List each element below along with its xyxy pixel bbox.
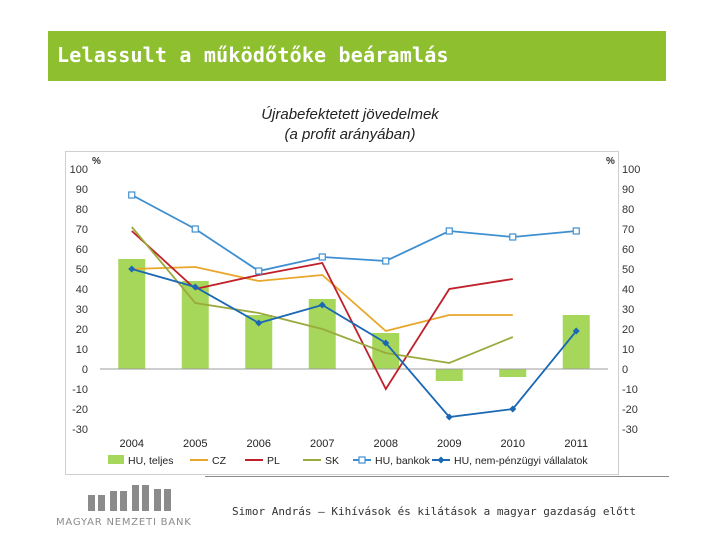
y-tick-left: 60: [76, 244, 88, 256]
point-marker: [318, 301, 326, 309]
series-line: [131, 194, 577, 272]
chart-frame: [65, 151, 619, 475]
y-tick-right: 100: [622, 164, 640, 176]
y-tick-right: 0: [622, 364, 628, 376]
x-tick-label: 2006: [247, 438, 271, 450]
legend-swatch: [108, 455, 124, 464]
y-unit-right: %: [606, 156, 615, 167]
point-marker: [572, 227, 580, 235]
y-tick-left: 70: [76, 224, 88, 236]
legend-label: HU, bankok: [375, 455, 431, 467]
point-marker: [509, 405, 517, 413]
y-tick-right: -30: [622, 424, 638, 436]
legend-label: HU, teljes: [128, 455, 174, 467]
title-bar: Lelassult a működőtőke beáramlás: [48, 31, 666, 81]
point-marker: [318, 253, 326, 261]
logo-bars-icon: [88, 483, 178, 511]
bar: [372, 333, 400, 369]
bar: [308, 299, 336, 369]
y-tick-right: 10: [622, 344, 634, 356]
point-marker: [572, 327, 580, 335]
legend-label: SK: [325, 455, 339, 467]
bar: [181, 281, 209, 369]
series-line: [131, 226, 514, 364]
y-tick-left: 80: [76, 204, 88, 216]
x-tick-label: 2008: [374, 438, 398, 450]
y-unit-left: %: [92, 156, 101, 167]
x-tick-label: 2009: [437, 438, 461, 450]
chart-subtitle: (a profit arányában): [284, 126, 416, 143]
logo-text: MAGYAR NEMZETI BANK: [56, 517, 192, 528]
y-tick-right: 50: [622, 264, 634, 276]
y-tick-right: 20: [622, 324, 634, 336]
point-marker: [191, 225, 199, 233]
x-tick-label: 2011: [564, 438, 588, 450]
point-marker: [509, 233, 517, 241]
x-tick-label: 2004: [120, 438, 144, 450]
y-tick-left: 40: [76, 284, 88, 296]
x-tick-label: 2005: [183, 438, 207, 450]
y-tick-right: 90: [622, 184, 634, 196]
point-marker: [255, 267, 263, 275]
y-tick-left: 30: [76, 304, 88, 316]
slide-title: Lelassult a működőtőke beáramlás: [57, 43, 449, 67]
y-tick-left: 20: [76, 324, 88, 336]
bar: [499, 369, 527, 377]
series-line: [131, 268, 577, 418]
bar: [435, 369, 463, 381]
point-marker: [382, 257, 390, 265]
x-tick-label: 2010: [501, 438, 525, 450]
legend-label: HU, nem-pénzügyi vállalatok: [454, 455, 588, 467]
y-tick-right: 40: [622, 284, 634, 296]
y-tick-right: -20: [622, 404, 638, 416]
y-tick-left: 0: [82, 364, 88, 376]
y-tick-left: -10: [72, 384, 88, 396]
y-tick-right: 30: [622, 304, 634, 316]
point-marker: [382, 339, 390, 347]
point-marker: [128, 265, 136, 273]
y-tick-left: -20: [72, 404, 88, 416]
y-tick-right: 80: [622, 204, 634, 216]
y-tick-left: 10: [76, 344, 88, 356]
footer-text: Simor András – Kihívások és kilátások a …: [232, 505, 636, 518]
point-marker: [445, 227, 453, 235]
y-tick-right: 70: [622, 224, 634, 236]
bar: [118, 259, 146, 369]
x-tick-label: 2007: [310, 438, 334, 450]
legend-label: PL: [267, 455, 280, 467]
legend-label: CZ: [212, 455, 227, 467]
point-marker: [255, 319, 263, 327]
y-tick-left: 50: [76, 264, 88, 276]
footer-divider: [205, 476, 669, 477]
y-tick-left: 100: [70, 164, 88, 176]
chart-title: Újrabefektetett jövedelmek: [261, 106, 439, 123]
point-marker: [128, 191, 136, 199]
point-marker: [191, 283, 199, 291]
legend-marker: [437, 456, 445, 464]
y-tick-right: -10: [622, 384, 638, 396]
mnb-logo: MAGYAR NEMZETI BANK: [50, 479, 202, 537]
y-tick-left: 90: [76, 184, 88, 196]
y-tick-right: 60: [622, 244, 634, 256]
series-line: [131, 266, 513, 332]
y-tick-left: -30: [72, 424, 88, 436]
point-marker: [445, 413, 453, 421]
legend-marker: [358, 456, 366, 464]
